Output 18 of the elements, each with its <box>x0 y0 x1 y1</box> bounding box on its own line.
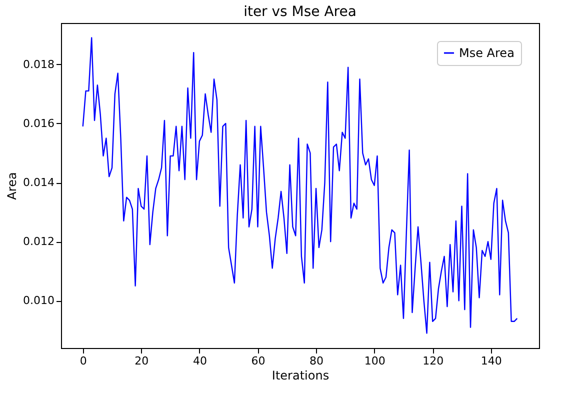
x-tick-label: 80 <box>310 354 324 368</box>
y-tick-label: 0.016 <box>23 116 54 130</box>
x-tick-label: 140 <box>480 354 502 368</box>
y-tick-label: 0.018 <box>23 58 54 71</box>
chart-title: iter vs Mse Area <box>244 4 356 20</box>
y-axis-title: Area <box>5 172 20 200</box>
x-tick-label: 100 <box>364 354 386 368</box>
x-tick-label: 120 <box>422 354 444 368</box>
x-tick-label: 60 <box>251 354 266 368</box>
x-axis-title: Iterations <box>272 368 330 382</box>
x-tick-label: 40 <box>192 354 207 368</box>
legend-label: Mse Area <box>459 46 514 60</box>
line-series <box>82 37 518 334</box>
y-tick-label: 0.012 <box>23 235 54 248</box>
y-tick-label: 0.010 <box>23 294 54 308</box>
x-tick-label: 20 <box>134 354 149 368</box>
y-tick-label: 0.014 <box>23 176 54 190</box>
x-tick-label: 0 <box>80 354 87 368</box>
